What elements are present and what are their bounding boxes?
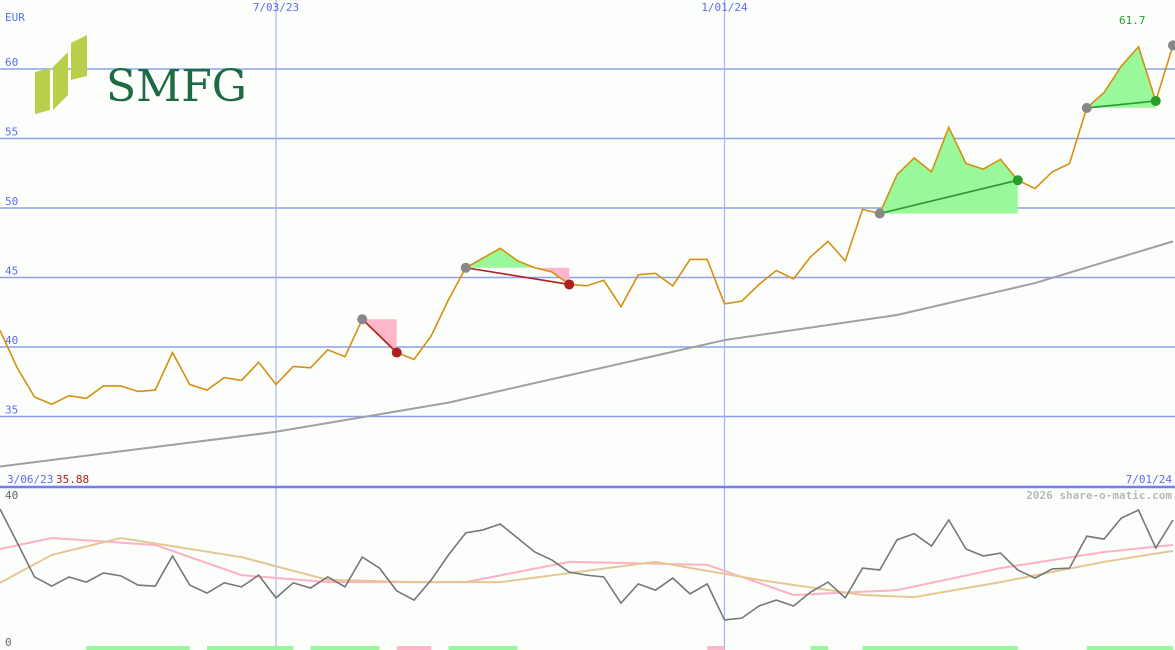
signal-exit-dot-1: [564, 279, 575, 290]
osc-tick-40: 40: [5, 489, 18, 502]
signal-gain-fill-1: [465, 248, 570, 268]
logo: SMFG: [35, 35, 247, 114]
osc-tan-line: [0, 536, 1174, 599]
copyright: 2026 share-o-matic.com: [1026, 489, 1172, 502]
signal-gain-fill-2: [879, 127, 1018, 214]
signal-line-1: [465, 266, 570, 286]
volume-marker-6: [810, 646, 828, 650]
y-tick-60: 60: [5, 56, 18, 69]
volume-marker-5: [707, 646, 725, 650]
logo-mark-panel-1: [35, 68, 50, 114]
volume-marker-2: [310, 646, 380, 650]
start-date-label: 3/06/23: [7, 473, 53, 486]
volume-marker-8: [1086, 646, 1173, 650]
osc-tick-0: 0: [5, 636, 12, 649]
y-tick-45: 45: [5, 265, 18, 278]
min-price-label: 35.88: [56, 473, 89, 486]
logo-text: SMFG: [106, 61, 247, 112]
volume-marker-1: [207, 646, 294, 650]
signal-exit-dot-3: [1150, 95, 1161, 106]
osc-pink-line: [0, 536, 1174, 596]
signal-entry-dot-1: [460, 262, 471, 273]
signal-loss-fill-1: [465, 267, 570, 285]
series-lines: [0, 45, 1174, 650]
last-price-label: 61.7: [1119, 14, 1146, 27]
y-tick-55: 55: [5, 126, 18, 139]
y-tick-40: 40: [5, 334, 18, 347]
x-tick-1/01/24: 1/01/24: [701, 1, 748, 14]
signal-entry-dot-2: [874, 208, 885, 219]
moving-average-line: [0, 240, 1174, 468]
end-date-label: 7/01/24: [1126, 473, 1173, 486]
signal-entry-dot-3: [1081, 102, 1092, 113]
price-line: [0, 45, 1174, 406]
volume-marker-7: [862, 646, 1018, 650]
y-tick-50: 50: [5, 195, 18, 208]
oscillator-line: [0, 508, 1174, 621]
logo-mark-panel-3: [71, 35, 87, 80]
currency-label: EUR: [5, 11, 25, 24]
signal-entry-dot-0: [357, 314, 368, 325]
volume-marker-3: [396, 646, 432, 650]
last-price-dot: [1168, 40, 1175, 51]
volume-marker-4: [448, 646, 518, 650]
signal-markers: [357, 40, 1175, 358]
volume-marker-0: [86, 646, 190, 650]
signal-exit-dot-0: [391, 347, 402, 358]
signal-line-3: [1086, 100, 1156, 109]
y-tick-35: 35: [5, 404, 18, 417]
signal-line-0: [361, 318, 398, 354]
x-tick-7/03/23: 7/03/23: [253, 1, 299, 14]
signal-exit-dot-2: [1012, 175, 1023, 186]
signal-line-2: [879, 179, 1018, 215]
signal-fills: [362, 46, 1156, 353]
logo-mark-panel-2: [53, 52, 68, 110]
